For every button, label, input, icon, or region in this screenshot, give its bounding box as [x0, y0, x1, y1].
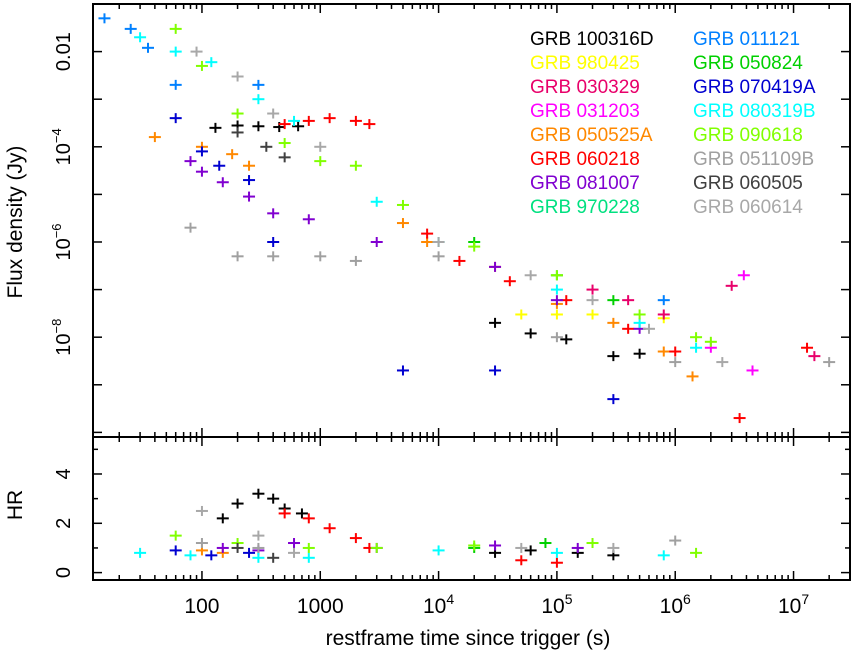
series-grb-081007 — [184, 156, 646, 556]
x-tick-label-exponent: 7 — [801, 591, 809, 607]
series-grb-060218 — [278, 113, 814, 568]
series-grb-980425 — [515, 309, 670, 324]
axis-layer: 100 1000 104 105 106 107 0.01 10−4 10−6 10−8 0 2 4 — [49, 3, 851, 618]
flux-y-tick-label-exponent: −4 — [49, 128, 64, 143]
series-grb-031203 — [704, 270, 759, 376]
x-tick-label: 106 — [660, 591, 691, 618]
x-axis-label: restframe time since trigger (s) — [326, 627, 611, 650]
series-grb-060505 — [231, 127, 291, 563]
flux-y-tick-label-exponent: −6 — [49, 223, 64, 238]
legend-entry: GRB 090618 — [693, 125, 803, 146]
flux-y-tick-label-group: 10−4 — [49, 128, 75, 165]
flux-y-tick-label: 10−8 — [49, 319, 75, 356]
series-grb-051109b — [184, 222, 836, 553]
x-tick-label: 107 — [778, 591, 809, 618]
series-grb-060614 — [190, 46, 729, 558]
hr-y-tick-label: 4 — [53, 468, 75, 479]
legend-entry: GRB 031203 — [530, 101, 640, 122]
series-grb-011121 — [98, 13, 670, 306]
hr-y-tick-label: 0 — [53, 567, 75, 578]
series-grb-100316d — [209, 120, 646, 561]
data-layer — [98, 13, 836, 568]
flux-y-tick-label-group: 10−6 — [49, 223, 75, 260]
legend-entry: GRB 060505 — [693, 173, 803, 194]
hr-y-tick-label-group: 4 — [53, 468, 75, 479]
y-axis-label-hr: HR — [4, 490, 27, 520]
hr-y-tick-label-group: 0 — [53, 567, 75, 578]
hr-y-tick-label: 2 — [53, 518, 75, 529]
flux-y-tick-label: 0.01 — [53, 32, 75, 71]
legend-entry: GRB 980425 — [530, 53, 640, 74]
legend-entry: GRB 051109B — [693, 149, 814, 170]
legend-entry: GRB 030329 — [530, 77, 640, 98]
legend-entry: GRB 011121 — [693, 29, 800, 50]
flux-y-tick-label-group: 0.01 — [53, 32, 75, 71]
legend-entry: GRB 070419A — [693, 77, 816, 98]
x-tick-label: 1000 — [297, 595, 344, 618]
frame-layer — [92, 3, 851, 581]
flux-y-tick-label-group: 10−8 — [49, 319, 75, 356]
legend-entry: GRB 100316D — [530, 29, 654, 50]
x-tick-label-exponent: 5 — [565, 591, 573, 607]
hr-y-tick-label-group: 2 — [53, 518, 75, 529]
series-grb-080319b — [134, 32, 703, 563]
series-grb-070419a — [169, 113, 620, 561]
hr-panel-frame — [92, 436, 851, 581]
series-grb-050824 — [468, 236, 620, 553]
x-tick-label: 100 — [184, 595, 219, 618]
legend-entry: GRB 060218 — [530, 149, 640, 170]
legend-entry: GRB 970228 — [530, 197, 640, 218]
series-grb-090618 — [169, 23, 717, 558]
series-grb-030329 — [586, 280, 821, 362]
legend-entry: GRB 060614 — [693, 197, 803, 218]
legend-entry: GRB 081007 — [530, 173, 640, 194]
series-grb-050525a — [148, 132, 699, 558]
legend-entry: GRB 050824 — [693, 53, 803, 74]
x-tick-label-exponent: 4 — [446, 591, 454, 607]
x-tick-label-exponent: 6 — [683, 591, 691, 607]
legend-entry: GRB 050525A — [530, 125, 653, 146]
y-axis-label-flux: Flux density (Jy) — [4, 146, 27, 299]
flux-y-tick-label: 10−4 — [49, 128, 75, 165]
flux-y-tick-label: 10−6 — [49, 223, 75, 260]
x-tick-label: 105 — [541, 591, 572, 618]
flux-y-tick-label-exponent: −8 — [49, 319, 64, 334]
legend-entry: GRB 080319B — [693, 101, 816, 122]
legend: GRB 100316D GRB 980425 GRB 030329 GRB 03120… — [530, 29, 816, 218]
x-tick-label: 104 — [423, 591, 454, 618]
